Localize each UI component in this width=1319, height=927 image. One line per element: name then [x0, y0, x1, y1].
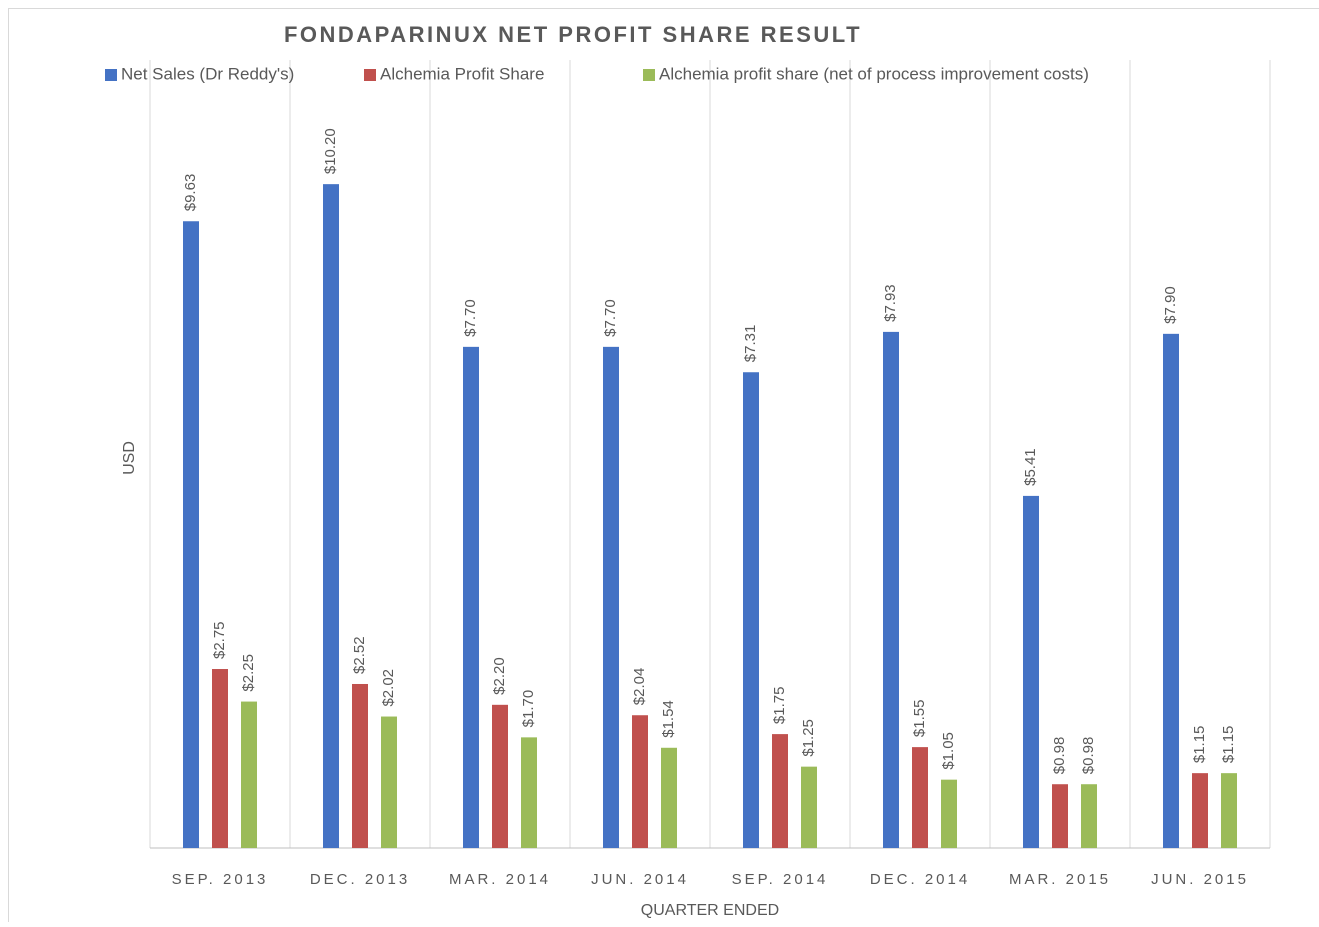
bar — [941, 780, 957, 848]
bar — [241, 702, 257, 848]
x-tick-label: SEP. 2013 — [172, 871, 269, 888]
bar — [381, 717, 397, 848]
bar — [323, 184, 339, 848]
data-label: $2.20 — [491, 657, 508, 695]
bar — [772, 734, 788, 848]
data-label: $10.20 — [322, 128, 339, 174]
data-label: $1.70 — [520, 690, 537, 728]
bar — [883, 332, 899, 848]
x-tick-label: MAR. 2014 — [449, 871, 551, 888]
data-label: $7.90 — [1162, 286, 1179, 324]
data-label: $1.05 — [940, 732, 957, 770]
x-axis-label: QUARTER ENDED — [641, 902, 779, 919]
chart-title: FONDAPARINUX NET PROFIT SHARE RESULT — [284, 22, 862, 47]
bar — [1192, 773, 1208, 848]
data-label: $0.98 — [1080, 737, 1097, 775]
legend-label: Net Sales (Dr Reddy's) — [121, 64, 294, 83]
bar — [1023, 496, 1039, 848]
data-label: $1.75 — [771, 687, 788, 725]
legend-swatch — [364, 69, 376, 81]
bar — [1221, 773, 1237, 848]
x-tick-label: MAR. 2015 — [1009, 871, 1111, 888]
bar — [1163, 334, 1179, 848]
bar — [1052, 784, 1068, 848]
bar — [492, 705, 508, 848]
data-label: $2.02 — [380, 669, 397, 707]
bar — [183, 221, 199, 848]
legend-swatch — [105, 69, 117, 81]
data-label: $2.04 — [631, 668, 648, 706]
data-label: $7.31 — [742, 325, 759, 363]
y-axis-label: USD — [121, 441, 138, 475]
data-label: $2.25 — [240, 654, 257, 692]
data-label: $1.54 — [660, 700, 677, 738]
bar — [661, 748, 677, 848]
data-label: $1.55 — [911, 700, 928, 738]
data-label: $1.25 — [800, 719, 817, 757]
bar — [352, 684, 368, 848]
data-label: $7.93 — [882, 284, 899, 322]
bar — [632, 715, 648, 848]
data-label: $9.63 — [182, 174, 199, 212]
bar — [463, 347, 479, 848]
data-label: $2.75 — [211, 621, 228, 659]
data-label: $2.52 — [351, 636, 368, 674]
x-tick-label: DEC. 2013 — [310, 871, 410, 888]
data-label: $7.70 — [602, 299, 619, 337]
x-tick-label: DEC. 2014 — [870, 871, 970, 888]
data-label: $1.15 — [1191, 726, 1208, 764]
bar — [912, 747, 928, 848]
bar — [212, 669, 228, 848]
bar — [743, 372, 759, 848]
x-tick-label: JUN. 2014 — [591, 871, 689, 888]
bar — [1081, 784, 1097, 848]
data-label: $0.98 — [1051, 737, 1068, 775]
data-label: $5.41 — [1022, 448, 1039, 486]
bar — [603, 347, 619, 848]
x-tick-label: SEP. 2014 — [732, 871, 829, 888]
bar — [801, 767, 817, 848]
data-label: $7.70 — [462, 299, 479, 337]
bar — [521, 737, 537, 848]
legend-label: Alchemia Profit Share — [380, 64, 544, 83]
x-tick-label: JUN. 2015 — [1151, 871, 1249, 888]
legend-swatch — [643, 69, 655, 81]
data-label: $1.15 — [1220, 726, 1237, 764]
legend-label: Alchemia profit share (net of process im… — [659, 64, 1089, 83]
